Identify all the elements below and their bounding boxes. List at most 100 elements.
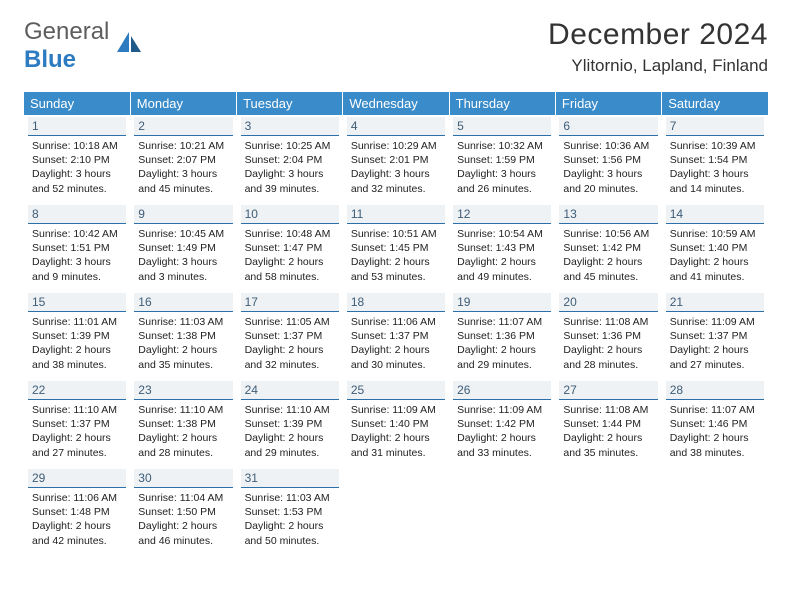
sunset-text: Sunset: 1:37 PM — [351, 329, 441, 343]
day-number: 24 — [241, 381, 339, 400]
day-number: 15 — [28, 293, 126, 312]
sunset-text: Sunset: 1:54 PM — [670, 153, 760, 167]
sunrise-text: Sunrise: 11:10 AM — [32, 403, 122, 417]
calendar-day-cell: 24Sunrise: 11:10 AMSunset: 1:39 PMDaylig… — [237, 379, 343, 467]
sunset-text: Sunset: 1:50 PM — [138, 505, 228, 519]
daylight-text: Daylight: 3 hours and 39 minutes. — [245, 167, 335, 195]
day-number: 21 — [666, 293, 764, 312]
day-number: 28 — [666, 381, 764, 400]
sunrise-text: Sunrise: 10:45 AM — [138, 227, 228, 241]
daylight-text: Daylight: 2 hours and 42 minutes. — [32, 519, 122, 547]
calendar-day-cell: 30Sunrise: 11:04 AMSunset: 1:50 PMDaylig… — [130, 467, 236, 555]
day-number: 25 — [347, 381, 445, 400]
sunrise-text: Sunrise: 11:07 AM — [670, 403, 760, 417]
day-number: 7 — [666, 117, 764, 136]
sunset-text: Sunset: 1:38 PM — [138, 417, 228, 431]
sunset-text: Sunset: 1:39 PM — [245, 417, 335, 431]
header: General Blue December 2024 Ylitornio, La… — [24, 18, 768, 76]
day-number: 18 — [347, 293, 445, 312]
day-details: Sunrise: 10:56 AMSunset: 1:42 PMDaylight… — [559, 224, 657, 284]
sunset-text: Sunset: 1:40 PM — [670, 241, 760, 255]
daylight-text: Daylight: 2 hours and 58 minutes. — [245, 255, 335, 283]
day-details: Sunrise: 10:45 AMSunset: 1:49 PMDaylight… — [134, 224, 232, 284]
day-number: 19 — [453, 293, 551, 312]
day-details: Sunrise: 11:10 AMSunset: 1:38 PMDaylight… — [134, 400, 232, 460]
daylight-text: Daylight: 2 hours and 38 minutes. — [670, 431, 760, 459]
day-number: 2 — [134, 117, 232, 136]
sunset-text: Sunset: 2:07 PM — [138, 153, 228, 167]
weekday-header: Wednesday — [343, 92, 449, 115]
daylight-text: Daylight: 2 hours and 27 minutes. — [670, 343, 760, 371]
calendar-day-cell: .. — [343, 467, 449, 555]
sunrise-text: Sunrise: 10:29 AM — [351, 139, 441, 153]
day-details: Sunrise: 11:10 AMSunset: 1:37 PMDaylight… — [28, 400, 126, 460]
sunrise-text: Sunrise: 11:01 AM — [32, 315, 122, 329]
day-details: Sunrise: 11:07 AMSunset: 1:46 PMDaylight… — [666, 400, 764, 460]
sail-icon — [115, 30, 145, 63]
month-title: December 2024 — [548, 18, 768, 52]
sunset-text: Sunset: 1:36 PM — [563, 329, 653, 343]
day-details: Sunrise: 10:48 AMSunset: 1:47 PMDaylight… — [241, 224, 339, 284]
sunrise-text: Sunrise: 11:06 AM — [351, 315, 441, 329]
calendar-day-cell: 17Sunrise: 11:05 AMSunset: 1:37 PMDaylig… — [237, 291, 343, 379]
calendar-day-cell: 6Sunrise: 10:36 AMSunset: 1:56 PMDayligh… — [555, 115, 661, 203]
calendar-day-cell: 27Sunrise: 11:08 AMSunset: 1:44 PMDaylig… — [555, 379, 661, 467]
daylight-text: Daylight: 2 hours and 27 minutes. — [32, 431, 122, 459]
day-details: Sunrise: 11:08 AMSunset: 1:36 PMDaylight… — [559, 312, 657, 372]
calendar-day-cell: 21Sunrise: 11:09 AMSunset: 1:37 PMDaylig… — [662, 291, 768, 379]
calendar-day-cell: 26Sunrise: 11:09 AMSunset: 1:42 PMDaylig… — [449, 379, 555, 467]
sunset-text: Sunset: 1:56 PM — [563, 153, 653, 167]
calendar-day-cell: 13Sunrise: 10:56 AMSunset: 1:42 PMDaylig… — [555, 203, 661, 291]
sunset-text: Sunset: 2:04 PM — [245, 153, 335, 167]
sunset-text: Sunset: 1:49 PM — [138, 241, 228, 255]
sunrise-text: Sunrise: 10:36 AM — [563, 139, 653, 153]
calendar-day-cell: 31Sunrise: 11:03 AMSunset: 1:53 PMDaylig… — [237, 467, 343, 555]
sunrise-text: Sunrise: 11:08 AM — [563, 403, 653, 417]
sunrise-text: Sunrise: 11:09 AM — [351, 403, 441, 417]
daylight-text: Daylight: 2 hours and 46 minutes. — [138, 519, 228, 547]
sunset-text: Sunset: 1:43 PM — [457, 241, 547, 255]
day-number: 1 — [28, 117, 126, 136]
calendar-day-cell: 20Sunrise: 11:08 AMSunset: 1:36 PMDaylig… — [555, 291, 661, 379]
sunrise-text: Sunrise: 11:05 AM — [245, 315, 335, 329]
daylight-text: Daylight: 2 hours and 28 minutes. — [563, 343, 653, 371]
logo-line2: Blue — [24, 46, 76, 73]
sunrise-text: Sunrise: 10:54 AM — [457, 227, 547, 241]
weekday-header: Friday — [555, 92, 661, 115]
daylight-text: Daylight: 3 hours and 52 minutes. — [32, 167, 122, 195]
day-details: Sunrise: 11:09 AMSunset: 1:37 PMDaylight… — [666, 312, 764, 372]
sunrise-text: Sunrise: 11:09 AM — [670, 315, 760, 329]
daylight-text: Daylight: 3 hours and 32 minutes. — [351, 167, 441, 195]
calendar-day-cell: 2Sunrise: 10:21 AMSunset: 2:07 PMDayligh… — [130, 115, 236, 203]
day-number: 30 — [134, 469, 232, 488]
sunset-text: Sunset: 1:38 PM — [138, 329, 228, 343]
sunset-text: Sunset: 1:46 PM — [670, 417, 760, 431]
daylight-text: Daylight: 2 hours and 50 minutes. — [245, 519, 335, 547]
calendar-day-cell: 11Sunrise: 10:51 AMSunset: 1:45 PMDaylig… — [343, 203, 449, 291]
weekday-header: Sunday — [24, 92, 130, 115]
daylight-text: Daylight: 2 hours and 35 minutes. — [138, 343, 228, 371]
day-number: 6 — [559, 117, 657, 136]
sunrise-text: Sunrise: 10:21 AM — [138, 139, 228, 153]
daylight-text: Daylight: 2 hours and 49 minutes. — [457, 255, 547, 283]
sunset-text: Sunset: 1:59 PM — [457, 153, 547, 167]
sunset-text: Sunset: 1:36 PM — [457, 329, 547, 343]
calendar-day-cell: 22Sunrise: 11:10 AMSunset: 1:37 PMDaylig… — [24, 379, 130, 467]
location: Ylitornio, Lapland, Finland — [548, 56, 768, 76]
sunset-text: Sunset: 2:01 PM — [351, 153, 441, 167]
sunset-text: Sunset: 1:37 PM — [245, 329, 335, 343]
calendar-day-cell: 1Sunrise: 10:18 AMSunset: 2:10 PMDayligh… — [24, 115, 130, 203]
sunrise-text: Sunrise: 10:32 AM — [457, 139, 547, 153]
weekday-header: Monday — [130, 92, 236, 115]
sunrise-text: Sunrise: 10:18 AM — [32, 139, 122, 153]
calendar-day-cell: 25Sunrise: 11:09 AMSunset: 1:40 PMDaylig… — [343, 379, 449, 467]
sunset-text: Sunset: 1:37 PM — [32, 417, 122, 431]
calendar-body: 1Sunrise: 10:18 AMSunset: 2:10 PMDayligh… — [24, 115, 768, 555]
calendar-day-cell: 7Sunrise: 10:39 AMSunset: 1:54 PMDayligh… — [662, 115, 768, 203]
calendar-day-cell: 16Sunrise: 11:03 AMSunset: 1:38 PMDaylig… — [130, 291, 236, 379]
day-details: Sunrise: 10:51 AMSunset: 1:45 PMDaylight… — [347, 224, 445, 284]
calendar-week-row: 15Sunrise: 11:01 AMSunset: 1:39 PMDaylig… — [24, 291, 768, 379]
daylight-text: Daylight: 2 hours and 28 minutes. — [138, 431, 228, 459]
day-number: 8 — [28, 205, 126, 224]
day-details: Sunrise: 10:42 AMSunset: 1:51 PMDaylight… — [28, 224, 126, 284]
